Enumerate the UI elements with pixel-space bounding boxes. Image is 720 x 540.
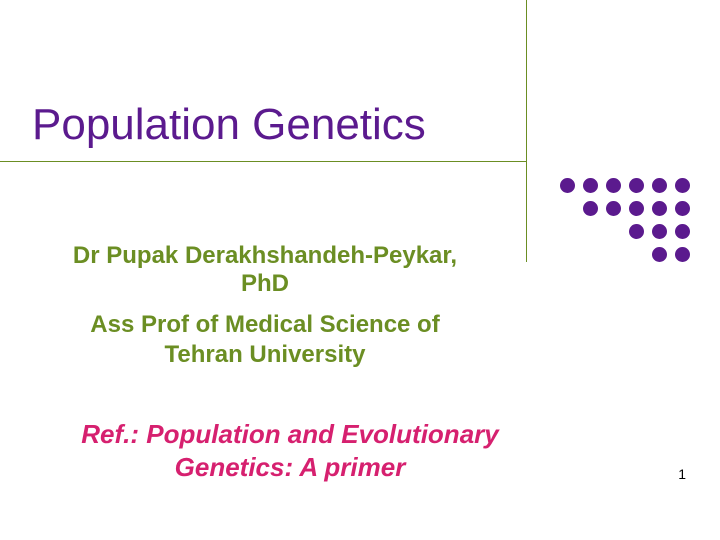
horizontal-rule: [0, 161, 526, 162]
decorative-dots: [560, 178, 690, 270]
vertical-rule: [526, 0, 527, 262]
dot-icon: [606, 178, 621, 193]
dot-icon: [675, 178, 690, 193]
dot-icon: [652, 224, 667, 239]
author-name: Dr Pupak Derakhshandeh-Peykar, PhD: [50, 242, 480, 298]
dot-icon: [652, 178, 667, 193]
dot-icon: [629, 178, 644, 193]
dot-icon: [675, 224, 690, 239]
dot-icon: [606, 201, 621, 216]
dot-icon: [560, 178, 575, 193]
dot-icon: [583, 178, 598, 193]
dot-icon: [675, 247, 690, 262]
affiliation: Ass Prof of Medical Science of Tehran Un…: [50, 310, 480, 370]
dot-icon: [675, 201, 690, 216]
dot-row: [560, 247, 690, 262]
dot-icon: [652, 247, 667, 262]
dot-icon: [652, 201, 667, 216]
dot-icon: [583, 201, 598, 216]
reference-text: Ref.: Population and Evolutionary Geneti…: [50, 418, 530, 483]
slide: Population Genetics Dr Pupak Derakhshand…: [0, 0, 720, 540]
dot-row: [560, 224, 690, 239]
dot-row: [560, 201, 690, 216]
slide-title: Population Genetics: [32, 100, 426, 150]
dot-row: [560, 178, 690, 193]
page-number: 1: [678, 466, 686, 482]
dot-icon: [629, 224, 644, 239]
dot-icon: [629, 201, 644, 216]
